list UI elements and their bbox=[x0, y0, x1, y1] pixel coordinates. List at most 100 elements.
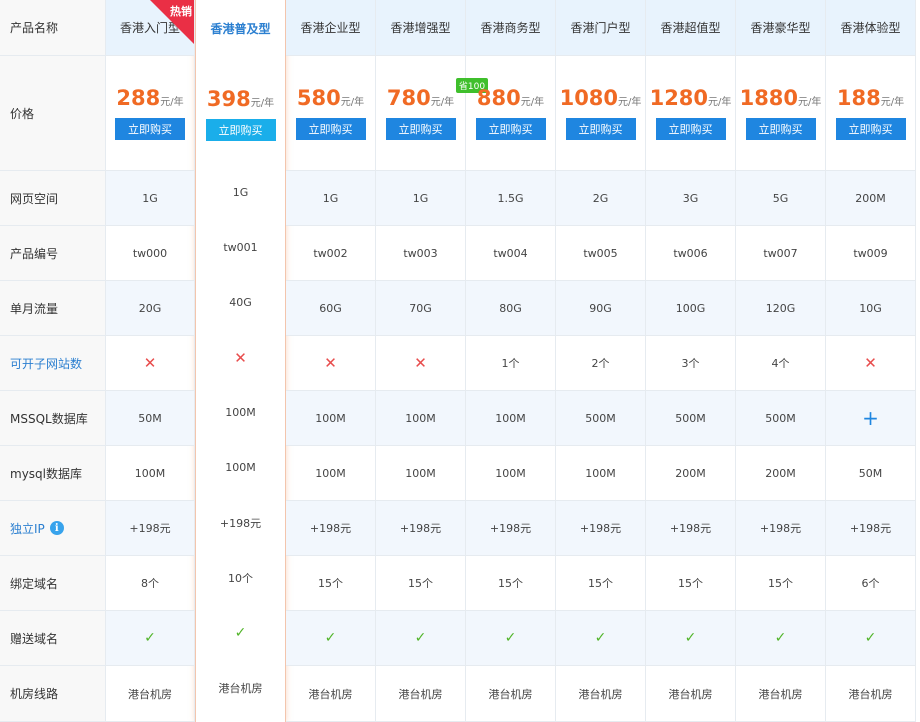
plan-name: 香港门户型 bbox=[570, 21, 631, 35]
row-label-text: 价格 bbox=[10, 106, 35, 121]
plan-cell-price: 1080元/年 立即购买 bbox=[556, 56, 646, 171]
plan-mssql-value: 100M bbox=[225, 406, 256, 419]
row-label-text: 可开子网站数 bbox=[10, 356, 83, 371]
plan-cell-domains: 15个 bbox=[556, 556, 646, 611]
plan-cell-code: tw002 bbox=[286, 226, 376, 281]
buy-now-button[interactable]: 立即购买 bbox=[295, 118, 366, 140]
buy-now-button[interactable]: 立即购买 bbox=[565, 118, 636, 140]
plan-cell-traffic: 60G bbox=[286, 281, 376, 336]
plan-price: 580元/年 bbox=[297, 86, 364, 110]
price-value: 398 bbox=[206, 86, 251, 111]
buy-now-button[interactable]: 立即购买 bbox=[205, 118, 276, 141]
plan-price: 1880元/年 bbox=[740, 86, 822, 110]
plan-cell-traffic: 80G bbox=[466, 281, 556, 336]
buy-now-button[interactable]: 立即购买 bbox=[115, 118, 185, 140]
cross-icon: ✕ bbox=[414, 354, 427, 372]
plan-subsites-value: 1个 bbox=[501, 357, 520, 370]
plan-cell-mssql: 50M bbox=[106, 391, 195, 446]
plan-cell-domains: 8个 bbox=[106, 556, 195, 611]
plan-cell-domains: 15个 bbox=[466, 556, 556, 611]
plan-line-value: 港台机房 bbox=[128, 687, 172, 701]
plan-traffic-value: 120G bbox=[765, 301, 796, 315]
plan-mysql-value: 100M bbox=[225, 461, 256, 474]
plan-mssql-value: 500M bbox=[675, 411, 706, 425]
price-value: 780 bbox=[386, 86, 431, 110]
plan-line-value: 港台机房 bbox=[488, 687, 533, 701]
plan-cell-mssql: + bbox=[826, 391, 916, 446]
plan-cell-line: 港台机房 bbox=[286, 666, 376, 722]
plan-cell-price: 188元/年 立即购买 bbox=[826, 56, 916, 171]
plan-cell-subsites: ✕ bbox=[286, 336, 376, 391]
plan-line-value: 港台机房 bbox=[398, 687, 443, 701]
plan-cell-mysql: 100M bbox=[466, 446, 556, 501]
featured-plan-column: 香港普及型 398元/年 立即购买 1G tw001 40G ✕ 100M 100M +198元 1… bbox=[195, 0, 286, 722]
plan-cell-mysql: 100M bbox=[196, 440, 285, 495]
discount-badge: 省100 bbox=[455, 78, 489, 93]
check-icon: ✓ bbox=[144, 630, 156, 646]
plan-cell-gift: ✓ bbox=[286, 611, 376, 666]
plan-cell-domains: 6个 bbox=[826, 556, 916, 611]
plan-ip-value: +198元 bbox=[399, 522, 442, 535]
plan-cell-space: 2G bbox=[556, 171, 646, 226]
plan-cell-ip: +198元 bbox=[286, 501, 376, 556]
plan-mysql-value: 50M bbox=[858, 466, 883, 480]
plan-line-value: 港台机房 bbox=[218, 682, 263, 695]
plan-price: 188元/年 bbox=[837, 86, 904, 110]
plan-mysql-value: 100M bbox=[495, 466, 526, 480]
buy-now-button[interactable]: 立即购买 bbox=[475, 118, 546, 140]
plan-cell-code: tw007 bbox=[736, 226, 826, 281]
plan-cell-code: tw001 bbox=[196, 220, 285, 275]
price-value: 188 bbox=[836, 86, 881, 110]
plan-cell-ip: +198元 bbox=[556, 501, 646, 556]
plan-traffic-value: 70G bbox=[409, 301, 432, 315]
plan-cell-traffic: 120G bbox=[736, 281, 826, 336]
plan-cell-space: 1G bbox=[376, 171, 466, 226]
buy-now-button[interactable]: 立即购买 bbox=[385, 118, 456, 140]
plan-traffic-value: 20G bbox=[138, 301, 162, 315]
row-label-domains: 绑定域名 bbox=[0, 556, 106, 611]
plan-cell-price: 880元/年 立即购买 bbox=[466, 56, 556, 171]
buy-now-button[interactable]: 立即购买 bbox=[655, 118, 726, 140]
row-label-text: 绑定域名 bbox=[10, 576, 59, 591]
plan-line-value: 港台机房 bbox=[578, 687, 623, 701]
plan-cell-ip: +198元 bbox=[106, 501, 195, 556]
plan-ip-value: +198元 bbox=[759, 522, 802, 535]
buy-now-button[interactable]: 立即购买 bbox=[835, 118, 906, 140]
plan-name: 香港商务型 bbox=[480, 21, 541, 35]
row-label-subsites[interactable]: 可开子网站数 bbox=[0, 336, 106, 391]
plan-ip-value: +198元 bbox=[849, 522, 892, 535]
plan-space-value: 5G bbox=[772, 191, 789, 205]
info-icon[interactable]: i bbox=[49, 521, 64, 535]
plan-cell-line: 港台机房 bbox=[826, 666, 916, 722]
row-label-text: 网页空间 bbox=[10, 191, 59, 206]
row-label-line: 机房线路 bbox=[0, 666, 106, 722]
plan-cell-mssql: 500M bbox=[646, 391, 736, 446]
plan-cell-traffic: 90G bbox=[556, 281, 646, 336]
plan-cell-mysql: 200M bbox=[646, 446, 736, 501]
plan-line-value: 港台机房 bbox=[758, 687, 803, 701]
plan-cell-price: 288元/年 立即购买 bbox=[106, 56, 195, 171]
plan-cell-mssql: 100M bbox=[196, 385, 285, 440]
cross-icon: ✕ bbox=[143, 354, 157, 372]
plan-domains-value: 15个 bbox=[768, 577, 793, 590]
plan-cell-name: 香港商务型 bbox=[466, 0, 556, 56]
row-label-traffic: 单月流量 bbox=[0, 281, 106, 336]
plan-cell-space: 5G bbox=[736, 171, 826, 226]
buy-now-button[interactable]: 立即购买 bbox=[745, 118, 816, 140]
plan-space-value: 1G bbox=[322, 191, 339, 205]
row-label-text: 产品名称 bbox=[10, 21, 59, 35]
plan-cell-name: 香港普及型 bbox=[196, 0, 285, 56]
plan-cell-code: tw000 bbox=[106, 226, 195, 281]
price-value: 288 bbox=[116, 86, 161, 110]
plan-code-value: tw006 bbox=[673, 246, 708, 260]
plan-subsites-value: 3个 bbox=[681, 357, 700, 370]
plan-cell-mysql: 100M bbox=[376, 446, 466, 501]
cross-icon: ✕ bbox=[234, 348, 247, 367]
plan-line-value: 港台机房 bbox=[308, 687, 353, 701]
plan-cell-mysql: 50M bbox=[826, 446, 916, 501]
row-label-text: 机房线路 bbox=[10, 687, 59, 701]
plan-cell-gift: ✓ bbox=[376, 611, 466, 666]
row-label-ip[interactable]: 独立IP i bbox=[0, 501, 106, 556]
plan-code-value: tw002 bbox=[313, 246, 348, 260]
